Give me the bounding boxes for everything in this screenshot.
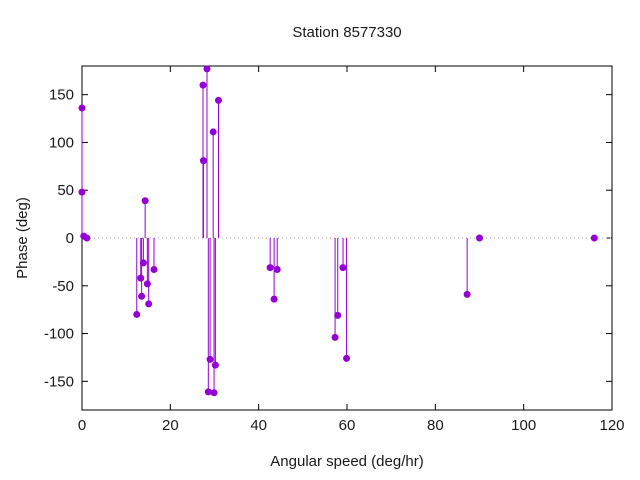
x-tick-label: 60 [339, 417, 356, 434]
data-point [206, 355, 214, 363]
x-tick-label: 0 [78, 417, 86, 434]
chart-layers: 0 20 40 60 80 100 120 -150 -100 -50 0 50 100 150 [44, 65, 625, 434]
x-tick-label: 20 [162, 417, 179, 434]
y-tick-label: 150 [49, 87, 74, 104]
data-point [590, 234, 598, 242]
data-point [266, 264, 274, 272]
data-point [145, 300, 153, 308]
data-point [133, 310, 141, 318]
data-point [211, 361, 219, 369]
x-tick-label: 40 [250, 417, 267, 434]
y-tick-label: -150 [44, 373, 74, 390]
y-tick-label: -50 [52, 278, 74, 295]
data-point [209, 128, 217, 136]
data-point [150, 266, 158, 274]
data-point [143, 280, 151, 288]
x-tick-label: 100 [511, 417, 536, 434]
y-tick-label: 100 [49, 134, 74, 151]
data-point [203, 65, 211, 73]
data-point [270, 295, 278, 303]
data-point [339, 264, 347, 272]
data-point [137, 274, 145, 282]
y-axis-label: Phase (deg) [14, 197, 31, 279]
x-tick-label: 120 [599, 417, 624, 434]
data-point [476, 234, 483, 242]
data-point [83, 234, 91, 242]
y-tick-label: 50 [57, 182, 74, 199]
x-tick-label: 80 [427, 417, 444, 434]
data-point [204, 388, 212, 396]
data-point [138, 292, 146, 300]
y-tick-label: 0 [66, 230, 74, 247]
x-axis-label: Angular speed (deg/hr) [270, 453, 423, 470]
data-point [199, 157, 207, 165]
chart-title: Station 8577330 [292, 24, 401, 41]
data-point [331, 333, 339, 341]
data-point [78, 188, 86, 196]
data-point [273, 266, 281, 274]
data-point [199, 81, 207, 89]
data-point [139, 259, 147, 267]
data-point [141, 197, 149, 205]
y-tick-label: -100 [44, 326, 74, 343]
data-point [334, 311, 342, 319]
data-point [214, 96, 222, 104]
data-point [210, 389, 218, 397]
data-point [343, 354, 351, 362]
data-point [463, 290, 471, 298]
data-point [78, 104, 86, 112]
